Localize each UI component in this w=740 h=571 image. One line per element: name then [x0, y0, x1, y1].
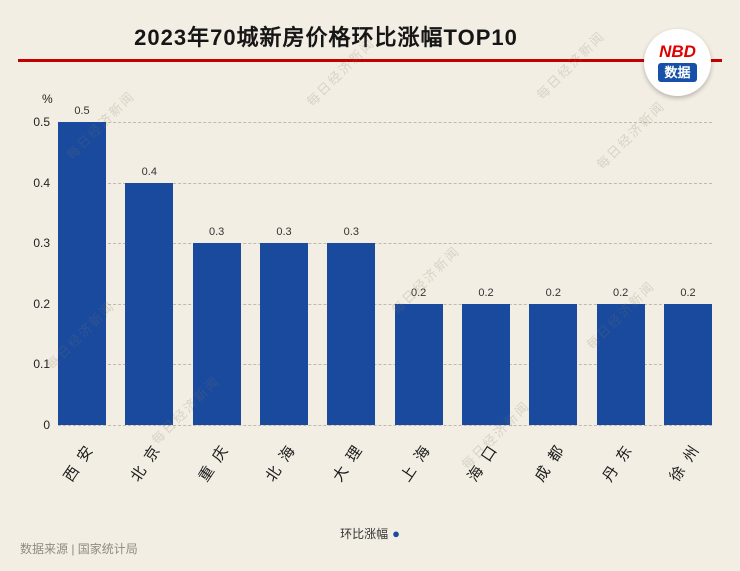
x-tick-label: 丹东 — [599, 435, 641, 485]
x-tick-label: 北海 — [262, 435, 304, 485]
gridline — [58, 182, 712, 184]
y-tick-label: 0.3 — [33, 236, 50, 251]
bar-value-label: 0.3 — [276, 226, 292, 239]
gridline — [58, 243, 712, 245]
x-tick-label: 重庆 — [195, 435, 237, 485]
y-tick-label: 0.5 — [33, 115, 50, 129]
x-tick-label: 大理 — [329, 435, 371, 485]
bar — [327, 243, 376, 425]
gridline — [58, 122, 712, 123]
bar — [58, 122, 106, 425]
bar — [462, 303, 510, 425]
data-source-note: 数据来源 | 国家统计局 — [20, 542, 138, 556]
bar — [664, 303, 712, 425]
bar-value-label: 0.2 — [545, 286, 561, 299]
bar — [394, 303, 443, 425]
bar-value-label: 0.2 — [478, 286, 494, 299]
bar-value-label: 0.5 — [74, 105, 90, 117]
nbd-logo-text: NBD — [659, 42, 696, 61]
bar-value-label: 0.3 — [209, 226, 225, 239]
nbd-logo: NBD 数据 — [644, 29, 711, 96]
bar-value-label: 0.2 — [613, 286, 629, 299]
x-tick-label: 北京 — [127, 435, 169, 485]
watermark: 每日经济新闻 — [593, 98, 668, 173]
legend: 环比涨幅 ● — [0, 525, 740, 542]
bar — [529, 303, 578, 425]
legend-label: 环比涨幅 — [340, 527, 389, 541]
legend-marker-icon: ● — [392, 526, 400, 541]
y-tick-label: 0 — [43, 418, 50, 432]
bar-value-label: 0.4 — [141, 165, 157, 178]
bar-value-label: 0.3 — [343, 226, 359, 239]
x-tick-label: 海口 — [464, 435, 506, 485]
x-tick-label: 上海 — [397, 435, 439, 485]
y-tick-label: 0.2 — [33, 296, 50, 311]
x-tick-label: 西安 — [60, 435, 102, 485]
bar — [125, 182, 174, 425]
bar — [260, 243, 308, 425]
x-tick-label: 成都 — [531, 435, 573, 485]
chart-title: 2023年70城新房价格环比涨幅TOP10 — [134, 25, 518, 50]
x-tick-label: 徐州 — [666, 435, 708, 485]
bar — [596, 303, 645, 425]
gridline — [58, 303, 712, 305]
y-axis-unit-label: % — [42, 92, 53, 106]
gridline — [58, 425, 712, 426]
bar-value-label: 0.2 — [680, 286, 696, 299]
bar — [192, 243, 241, 425]
gridline — [58, 364, 712, 366]
nbd-logo-subtext: 数据 — [658, 63, 697, 82]
y-tick-label: 0.1 — [33, 357, 50, 372]
y-tick-label: 0.4 — [33, 175, 50, 190]
title-divider-line — [18, 59, 722, 62]
bar-value-label: 0.2 — [411, 286, 427, 299]
